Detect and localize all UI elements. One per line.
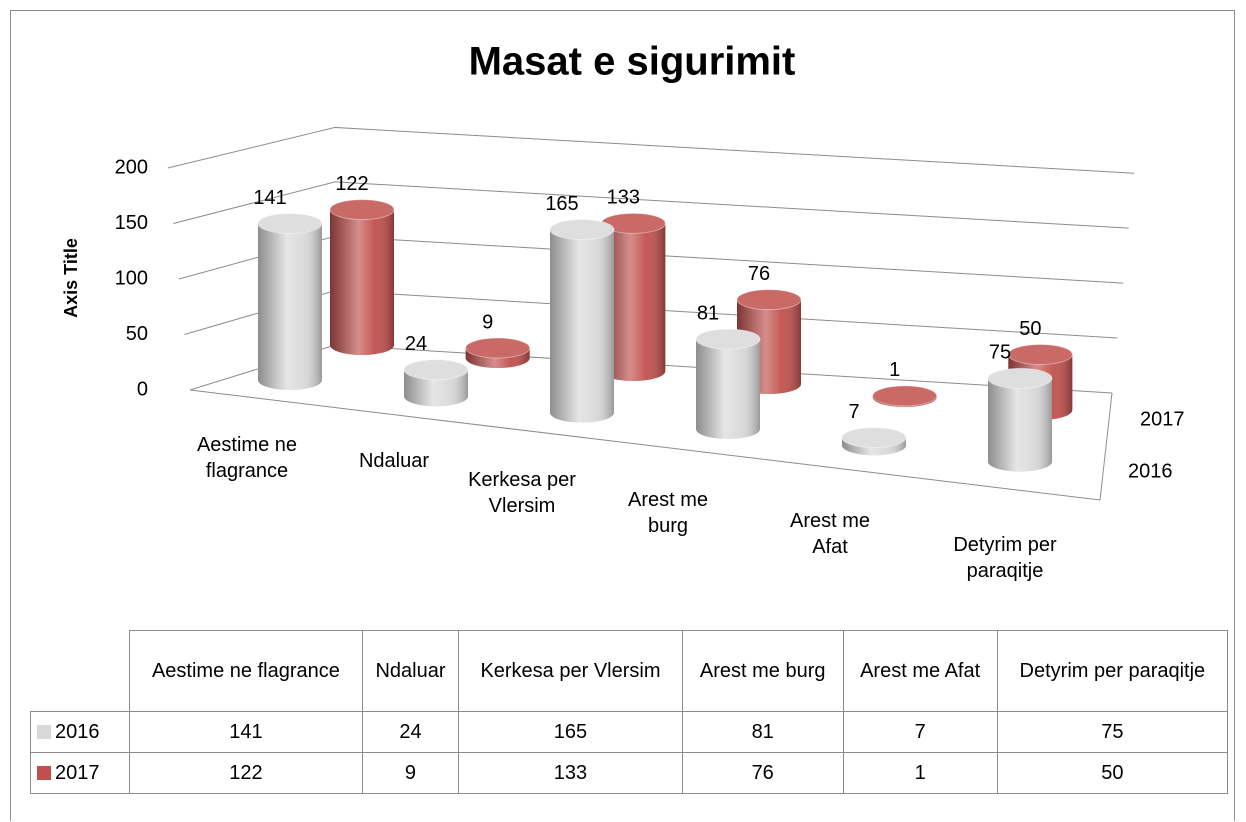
cylinder-top bbox=[736, 289, 802, 311]
value-label: 141 bbox=[253, 187, 286, 209]
cylinder-top-shade bbox=[404, 359, 468, 380]
value-label: 9 bbox=[482, 311, 493, 333]
table-cell: 81 bbox=[681, 711, 844, 753]
grid-line bbox=[173, 181, 1129, 229]
cylinder-top bbox=[549, 219, 615, 241]
value-label: 133 bbox=[607, 187, 640, 209]
table-cell: 50 bbox=[996, 752, 1229, 794]
cylinder-shade bbox=[404, 369, 468, 407]
cylinder-shade bbox=[330, 209, 394, 355]
cylinder-shade bbox=[988, 378, 1052, 472]
y-tick-label: 0 bbox=[137, 378, 148, 400]
value-label: 122 bbox=[335, 173, 368, 195]
table-cell: 75 bbox=[996, 711, 1229, 753]
x-tick-label: Arest me Afat bbox=[789, 510, 871, 558]
value-label: 50 bbox=[1019, 318, 1041, 340]
value-label: 165 bbox=[545, 193, 578, 215]
cylinder-top-shade bbox=[258, 213, 322, 234]
table-cell: 122 bbox=[129, 752, 363, 794]
depth-label: 2016 bbox=[1128, 460, 1173, 482]
table-header-cell: Arest me Afat bbox=[842, 630, 998, 712]
value-label: 76 bbox=[748, 263, 770, 285]
table-cell: 76 bbox=[681, 752, 844, 794]
table-row: 2017 122 9 133 76 1 50 bbox=[30, 752, 1229, 794]
chart-frame bbox=[10, 10, 1235, 821]
data-table: Aestime ne flagrance Ndaluar Kerkesa per V… bbox=[30, 630, 1229, 794]
cylinder-top-shade bbox=[737, 289, 801, 310]
table-header-cell: Aestime ne flagrance bbox=[129, 630, 363, 712]
chart-title: Masat e sigurimit bbox=[469, 40, 796, 84]
value-label: 75 bbox=[989, 342, 1011, 364]
cylinder-top bbox=[987, 367, 1053, 389]
table-row: 2016 141 24 165 81 7 75 bbox=[30, 711, 1229, 753]
cylinder-top bbox=[1007, 344, 1073, 365]
table-cell: 141 bbox=[129, 711, 363, 753]
cylinder-top-shade bbox=[601, 213, 666, 234]
cylinder-top bbox=[872, 385, 938, 407]
chart: Masat e sigurimit Axis Title 05010015020… bbox=[61, 40, 1185, 501]
cylinder-top-shade bbox=[872, 385, 937, 406]
value-label: 24 bbox=[405, 333, 427, 355]
cylinder-top bbox=[403, 359, 469, 381]
cylinder-shade bbox=[258, 223, 322, 390]
legend-label: 2017 bbox=[55, 761, 100, 784]
cylinder-top bbox=[695, 328, 761, 350]
floor-edge bbox=[189, 389, 1113, 501]
table-header-cell: Kerkesa per Vlersim bbox=[458, 630, 683, 712]
cylinder-top bbox=[257, 212, 323, 234]
cylinder-shade bbox=[550, 229, 614, 423]
y-tick-label: 50 bbox=[126, 323, 148, 345]
cylinder-shade bbox=[696, 339, 760, 439]
cylinder-top-shade bbox=[465, 338, 530, 359]
cylinder-top-shade bbox=[550, 219, 614, 240]
x-tick-label: Aestime ne flagrance bbox=[196, 434, 298, 482]
grid-line bbox=[167, 126, 1135, 174]
cylinder-shade bbox=[601, 223, 666, 382]
legend-cell: 2017 bbox=[30, 752, 130, 794]
legend-swatch bbox=[37, 765, 51, 780]
table-cell: 7 bbox=[842, 711, 998, 753]
table-header-cell: Ndaluar bbox=[361, 630, 460, 712]
table-cell: 9 bbox=[361, 752, 460, 794]
table-corner bbox=[30, 630, 130, 712]
cylinder-top bbox=[329, 199, 395, 221]
legend-swatch bbox=[37, 724, 51, 739]
table-cell: 24 bbox=[361, 711, 460, 753]
table-cell: 1 bbox=[842, 752, 998, 794]
y-tick-label: 100 bbox=[115, 267, 148, 289]
y-tick-label: 150 bbox=[115, 212, 148, 234]
cylinder-top-shade bbox=[842, 427, 906, 448]
legend-cell: 2016 bbox=[30, 711, 130, 753]
x-tick-label: Detyrim per paraqitje bbox=[953, 534, 1057, 582]
table-header-row: Aestime ne flagrance Ndaluar Kerkesa per V… bbox=[30, 630, 1229, 712]
x-tick-label: Arest me burg bbox=[627, 489, 709, 537]
cylinder-top bbox=[465, 337, 531, 359]
y-axis-title: Axis Title bbox=[61, 238, 81, 318]
x-tick-label: Ndaluar bbox=[358, 450, 430, 472]
y-tick-label: 200 bbox=[115, 156, 148, 178]
cylinder-top-shade bbox=[330, 199, 394, 220]
table-cell: 133 bbox=[458, 752, 683, 794]
cylinder-top bbox=[841, 427, 907, 449]
cylinder-top-shade bbox=[696, 329, 760, 350]
depth-label: 2017 bbox=[1140, 408, 1185, 430]
table-header-cell: Arest me burg bbox=[681, 630, 844, 712]
legend-label: 2016 bbox=[55, 720, 100, 743]
value-label: 7 bbox=[848, 401, 859, 423]
x-tick-label: Kerkesa per Vlersim bbox=[468, 469, 576, 517]
value-label: 81 bbox=[697, 302, 719, 324]
value-label: 1 bbox=[889, 359, 900, 381]
table-cell: 165 bbox=[458, 711, 683, 753]
cylinder-top-shade bbox=[1008, 344, 1073, 365]
cylinder-top-shade bbox=[988, 368, 1052, 389]
table-header-cell: Detyrim per paraqitje bbox=[996, 630, 1229, 712]
